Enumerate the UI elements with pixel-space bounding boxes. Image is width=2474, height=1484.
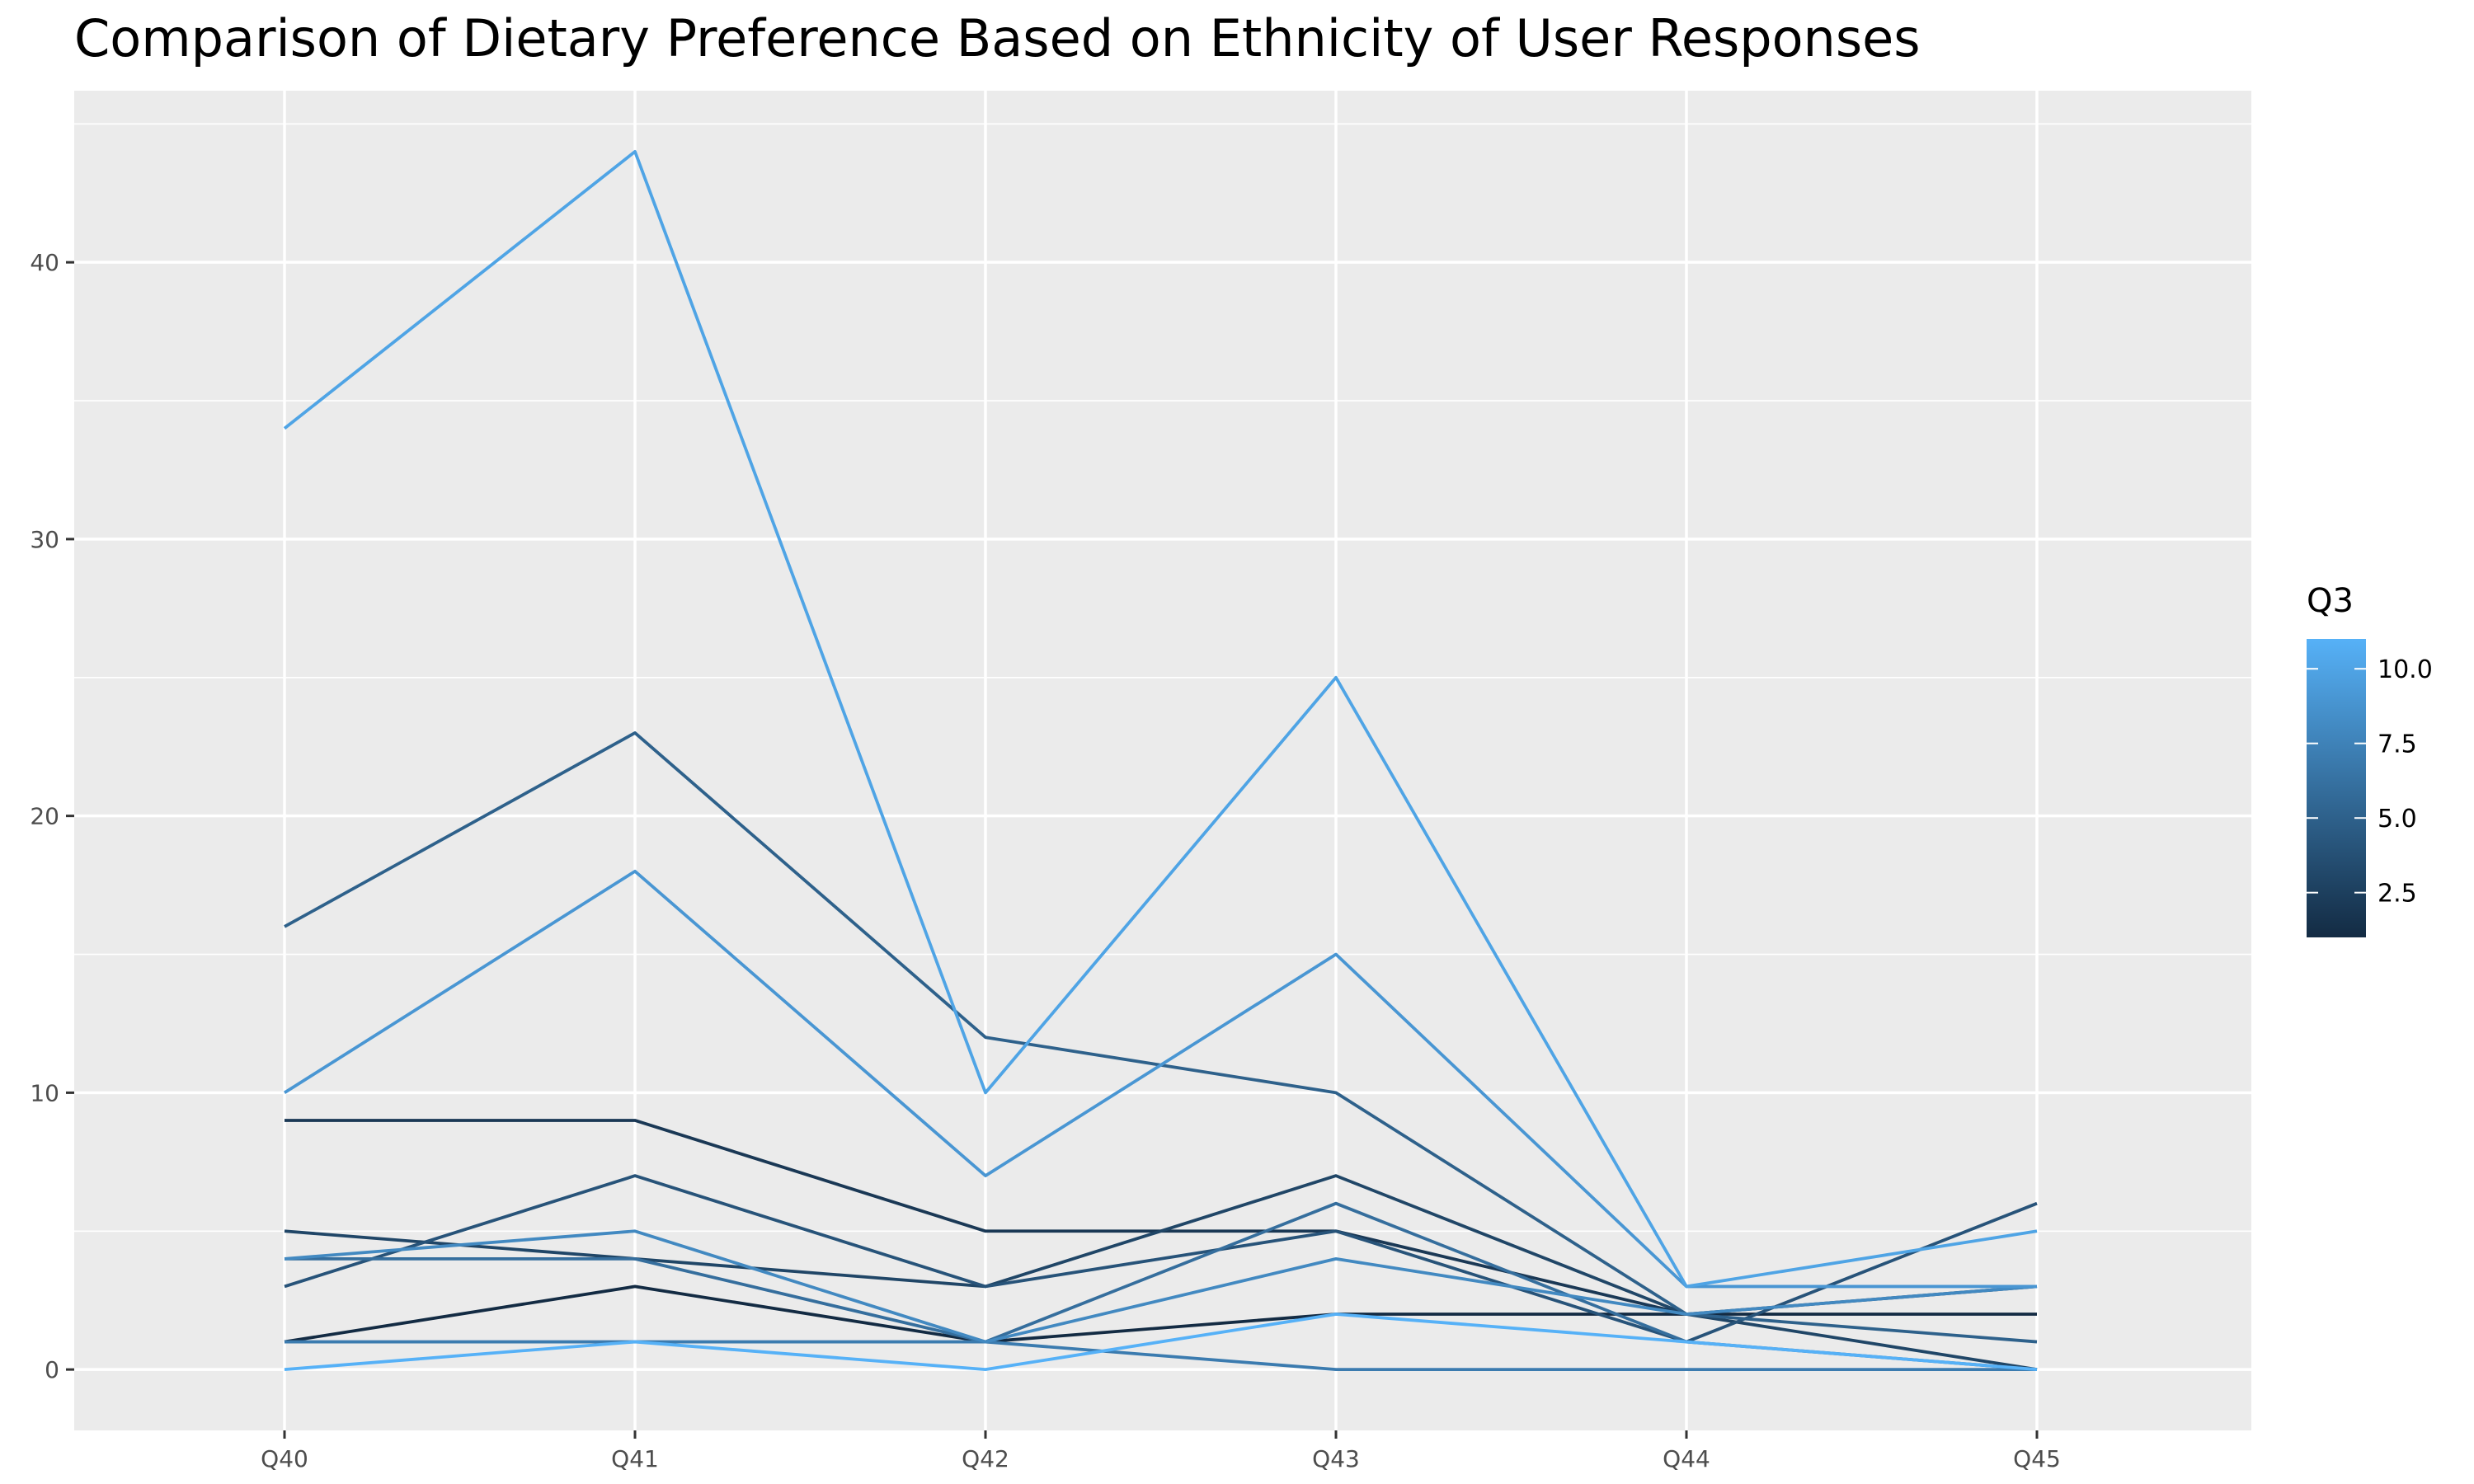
- series-line-q3-8: [284, 1229, 2038, 1344]
- x-tick-label: Q41: [611, 1445, 659, 1472]
- colorbar: [2307, 639, 2366, 937]
- series-line-q3-3: [284, 1174, 2038, 1372]
- plot-panel: [74, 91, 2251, 1430]
- series-line-q3-11: [284, 1313, 2038, 1372]
- y-tick-label: 30: [30, 526, 59, 553]
- x-tick-label: Q44: [1663, 1445, 1710, 1472]
- legend-title: Q3: [2307, 582, 2354, 620]
- colorbar-label: 5.0: [2378, 805, 2417, 834]
- series-line-q3-1: [284, 1284, 2037, 1344]
- colorbar-label: 7.5: [2378, 730, 2417, 759]
- colorbar-label: 2.5: [2378, 880, 2417, 909]
- x-tick-label: Q42: [962, 1445, 1009, 1472]
- chart-title: Comparison of Dietary Preference Based o…: [74, 8, 1921, 68]
- series-line-q3-9: [283, 869, 2037, 1289]
- series-lines: [283, 149, 2038, 1372]
- series-line-q3-7: [285, 1340, 2037, 1372]
- x-tick-label: Q43: [1312, 1445, 1360, 1472]
- x-tick-label: Q45: [2013, 1445, 2061, 1472]
- y-tick-label: 0: [45, 1356, 59, 1383]
- colorbar-label: 10.0: [2378, 655, 2433, 684]
- legend: Q3 2.5 5.0 7.5 10.0: [2307, 582, 2433, 937]
- grid-lines: [74, 91, 2251, 1430]
- y-tick-label: 40: [30, 249, 59, 276]
- y-tick-label: 20: [30, 803, 59, 830]
- x-tick-label: Q40: [261, 1445, 308, 1472]
- axis-labels: 0 10 20 30 40 Q40 Q41 Q42 Q43 Q44 Q45: [30, 249, 2060, 1472]
- series-line-q3-10: [283, 149, 2038, 1289]
- y-tick-label: 10: [30, 1079, 59, 1106]
